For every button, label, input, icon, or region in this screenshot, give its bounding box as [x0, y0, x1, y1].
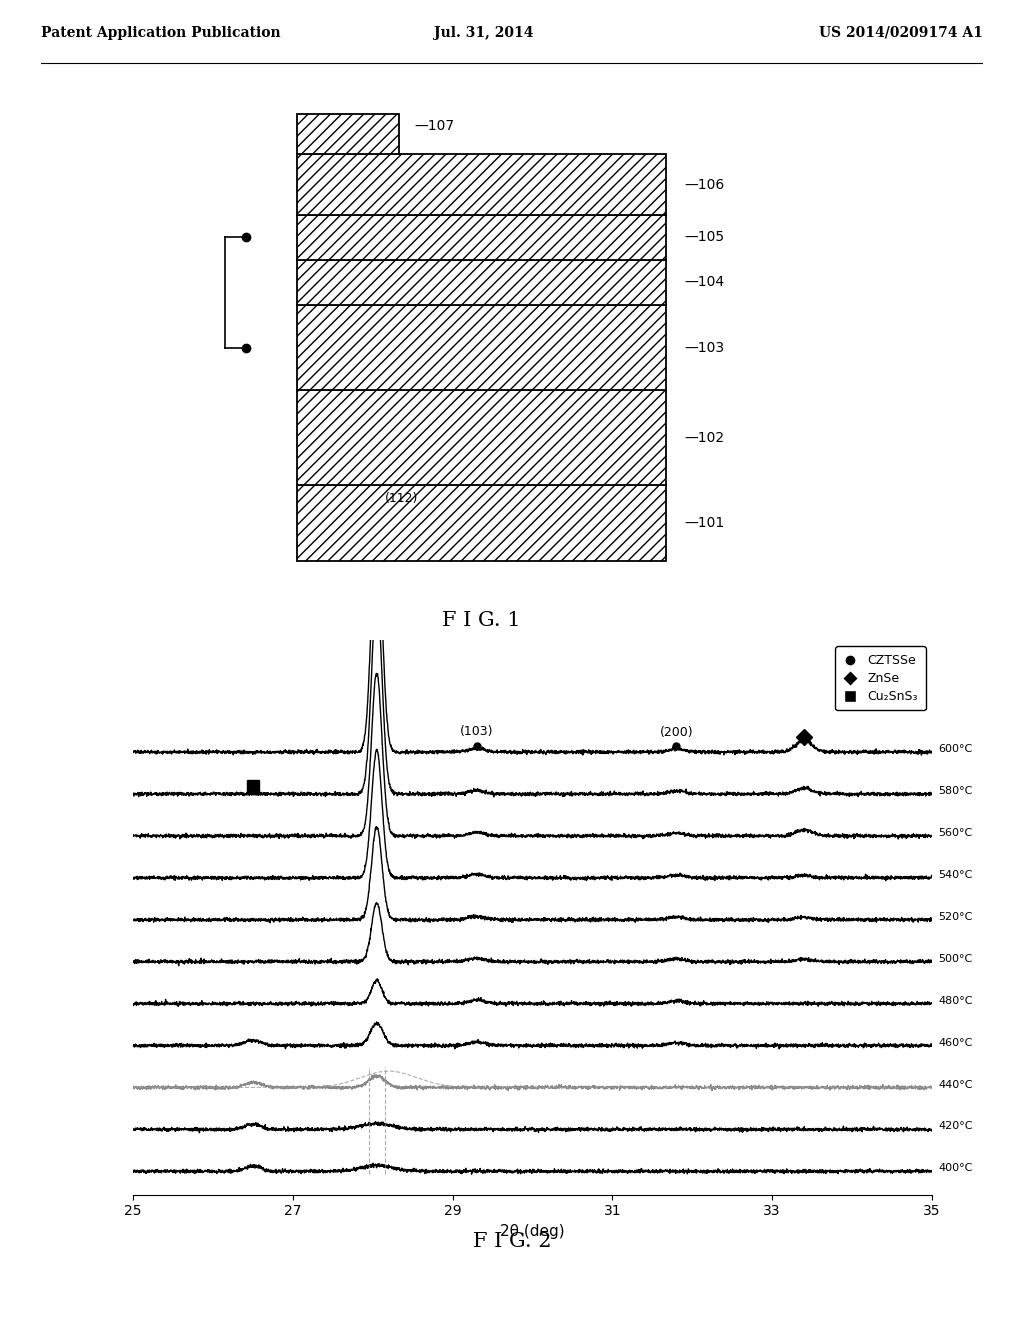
Text: Jul. 31, 2014: Jul. 31, 2014: [434, 26, 534, 40]
Bar: [297, 486, 666, 561]
Text: Patent Application Publication: Patent Application Publication: [41, 26, 281, 40]
Text: 560°C: 560°C: [938, 828, 973, 838]
Bar: [297, 305, 666, 391]
Bar: [297, 215, 666, 260]
Text: —101: —101: [684, 516, 724, 531]
Text: 520°C: 520°C: [938, 912, 973, 921]
Text: —103: —103: [684, 341, 724, 355]
Text: —107: —107: [415, 119, 455, 133]
Text: —102: —102: [684, 430, 724, 445]
Text: (200): (200): [659, 726, 693, 739]
Text: 600°C: 600°C: [938, 744, 973, 754]
Text: 460°C: 460°C: [938, 1038, 973, 1048]
Text: (103): (103): [460, 725, 494, 738]
Text: 500°C: 500°C: [938, 954, 973, 964]
Text: US 2014/0209174 A1: US 2014/0209174 A1: [819, 26, 983, 40]
Text: 540°C: 540°C: [938, 870, 973, 880]
Text: —104: —104: [684, 276, 724, 289]
Text: 400°C: 400°C: [938, 1163, 973, 1173]
Legend: CZTSSe, ZnSe, Cu₂SnS₃: CZTSSe, ZnSe, Cu₂SnS₃: [836, 647, 926, 710]
X-axis label: 2θ (deg): 2θ (deg): [500, 1224, 565, 1239]
Text: 480°C: 480°C: [938, 995, 973, 1006]
Text: —106: —106: [684, 177, 724, 191]
Text: F I G. 2: F I G. 2: [473, 1233, 551, 1251]
Bar: [297, 154, 666, 215]
Text: 580°C: 580°C: [938, 785, 973, 796]
Bar: [297, 115, 399, 154]
Bar: [297, 391, 666, 486]
Text: 440°C: 440°C: [938, 1080, 973, 1089]
Text: (112): (112): [385, 491, 418, 504]
Text: 420°C: 420°C: [938, 1122, 973, 1131]
Text: F I G. 1: F I G. 1: [442, 611, 520, 630]
Bar: [297, 260, 666, 305]
Text: —105: —105: [684, 230, 724, 244]
